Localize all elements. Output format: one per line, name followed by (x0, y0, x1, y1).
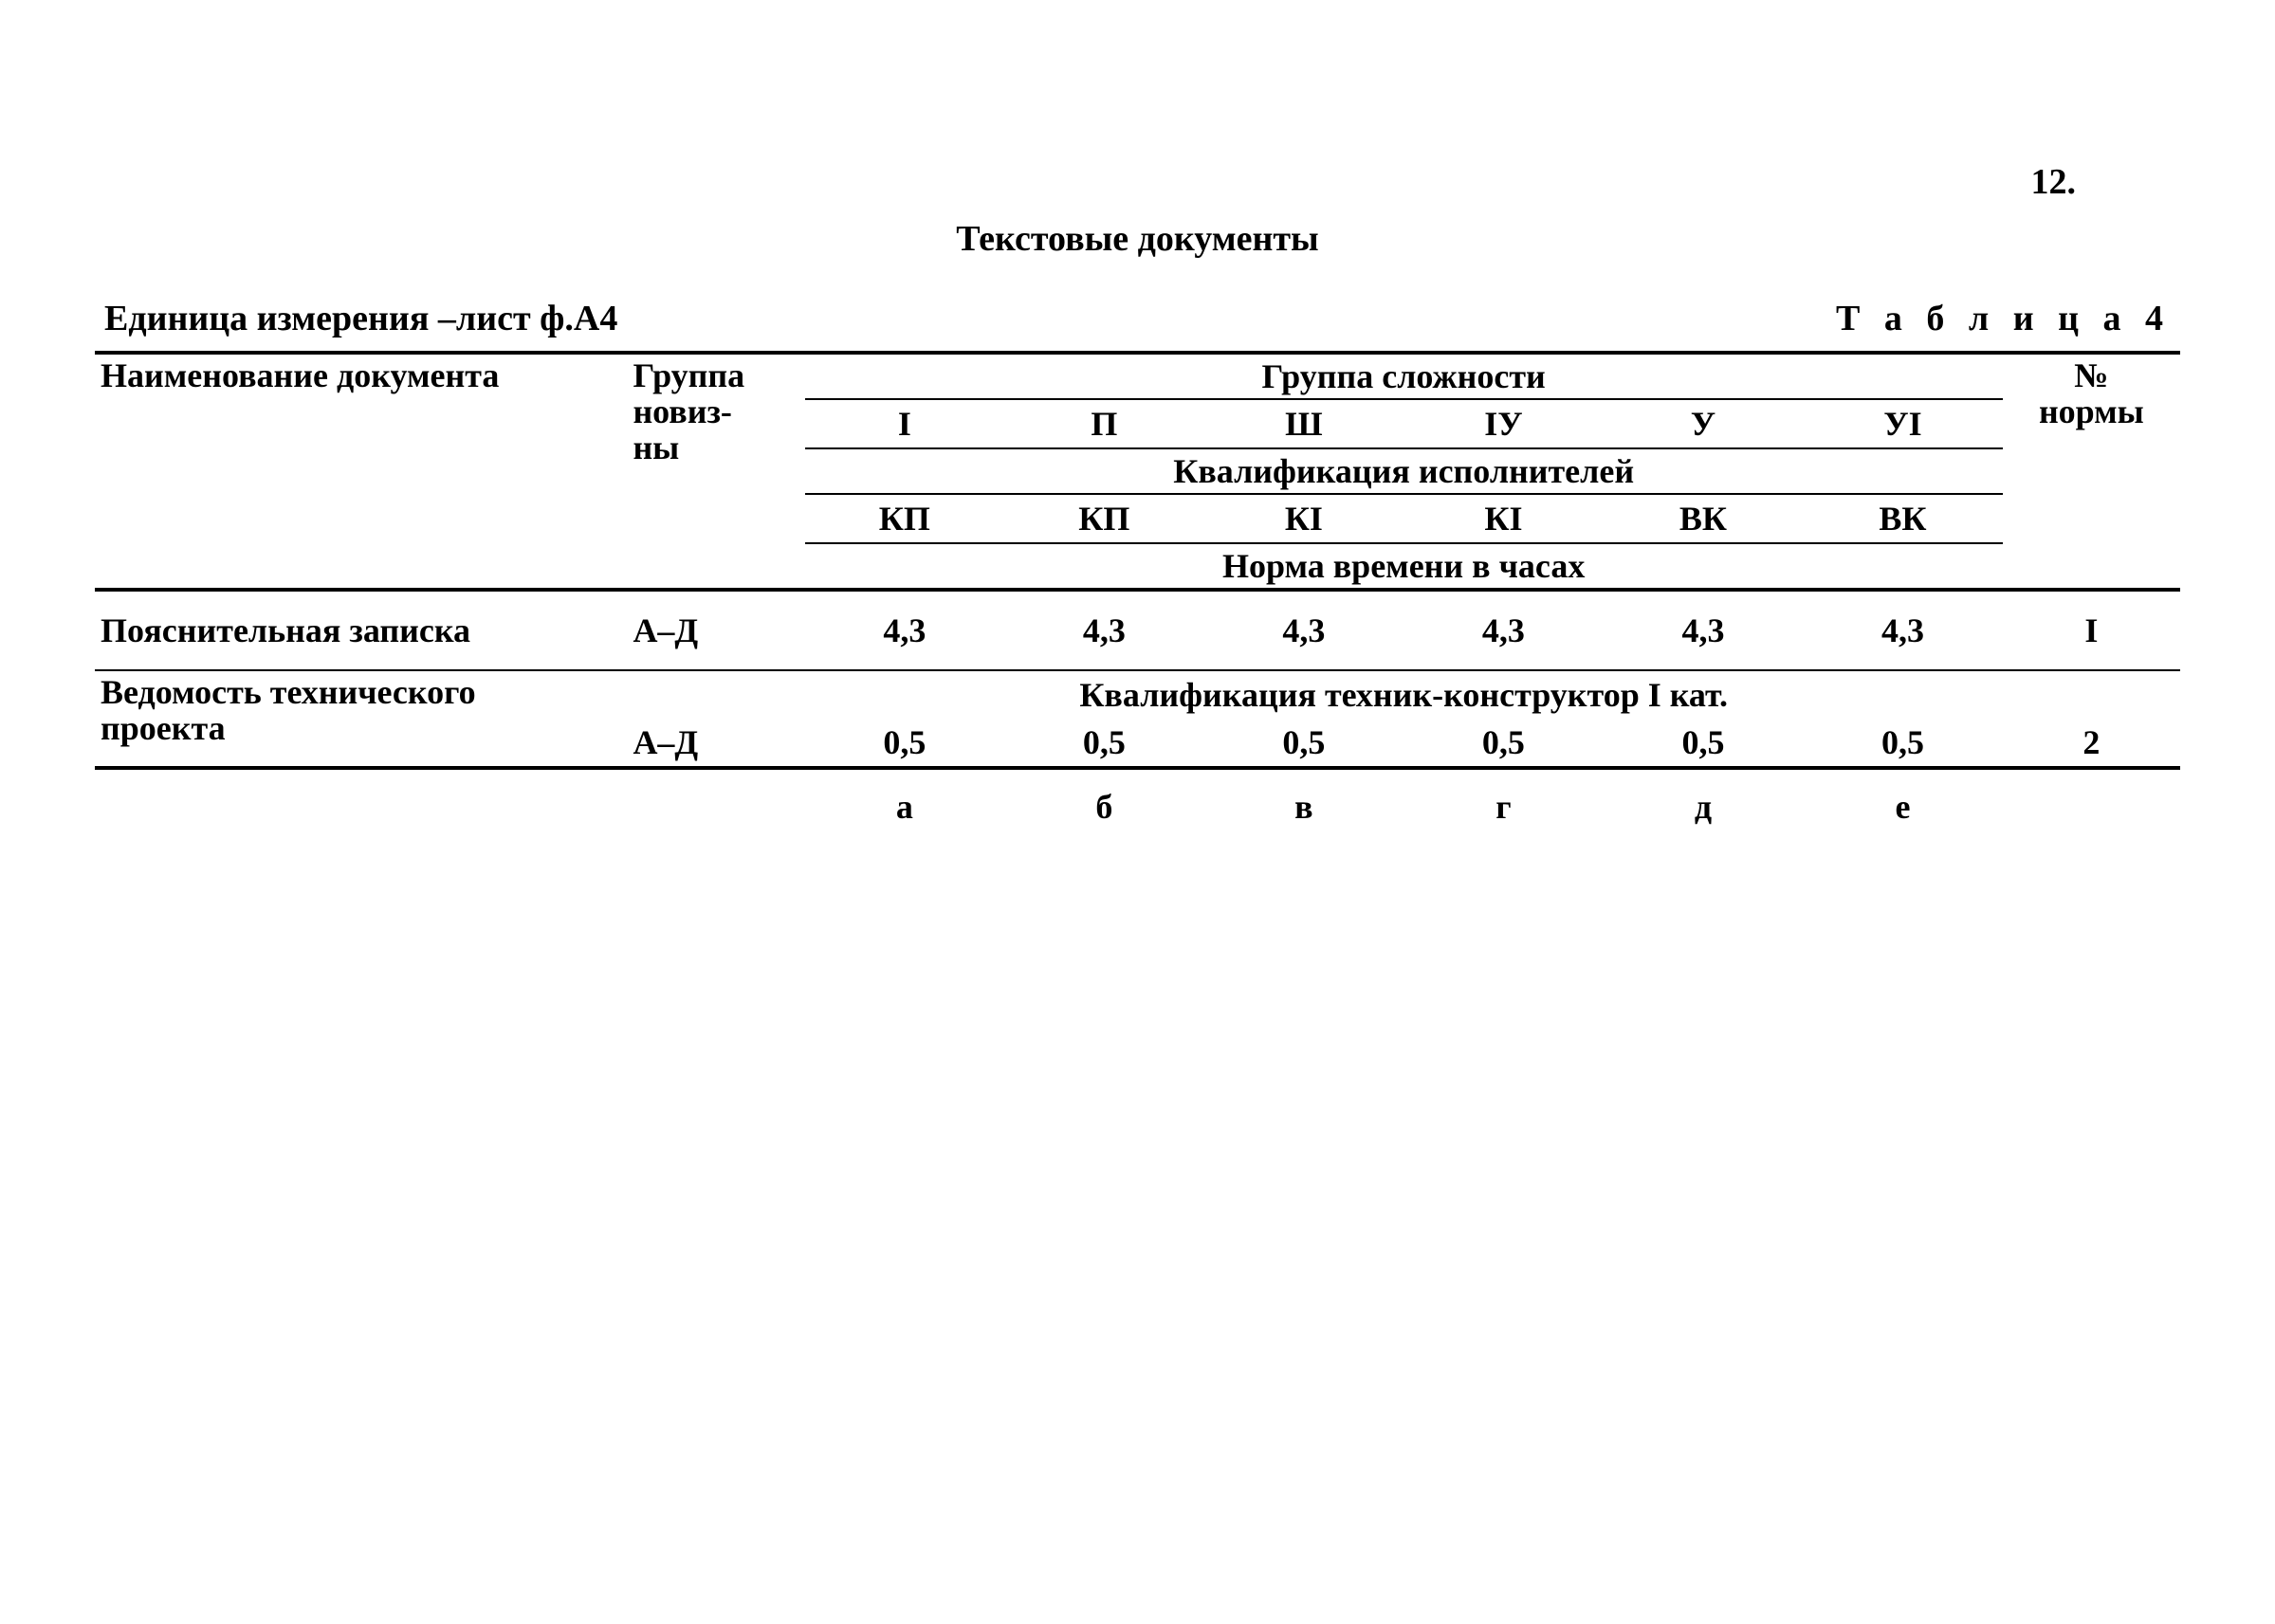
cell-value: 0,5 (805, 719, 1005, 768)
cell-group: А–Д (627, 719, 804, 768)
cell-value: 0,5 (1404, 719, 1604, 768)
qual-code-4: КI (1404, 494, 1604, 543)
cell-norm: I (2003, 592, 2180, 670)
cell-group: А–Д (627, 592, 804, 670)
col-roman-3: Ш (1204, 399, 1404, 448)
table-caption: Т а б л и ц а 4 (1836, 298, 2171, 339)
table-row: Ведомость технического проекта Квалифика… (95, 671, 2180, 719)
col-header-name: Наименование документа (95, 355, 627, 590)
spanner-qualification: Квалификация исполнителей (805, 448, 2003, 494)
qual-code-1: КП (805, 494, 1005, 543)
footer-letters-row: а б в г д е (95, 770, 2180, 830)
spanner-time-norm: Норма времени в часах (805, 543, 2003, 590)
cell-name: Пояснительная записка (95, 592, 627, 670)
table-row: Пояснительная записка А–Д 4,3 4,3 4,3 4,… (95, 592, 2180, 670)
qual-code-6: ВК (1803, 494, 2003, 543)
row-note: Квалификация техник-конструктор I кат. (805, 671, 2003, 719)
col-header-norm: № нормы (2003, 355, 2180, 590)
cell-value: 0,5 (1604, 719, 1804, 768)
col-roman-4: IУ (1404, 399, 1604, 448)
cell-norm: 2 (2003, 719, 2180, 768)
cell-value: 0,5 (1204, 719, 1404, 768)
main-table: Наименование документа Группа новиз- ны … (95, 351, 2180, 830)
footer-letter: б (1004, 770, 1204, 830)
qual-code-5: ВК (1604, 494, 1804, 543)
col-roman-5: У (1604, 399, 1804, 448)
col-roman-2: П (1004, 399, 1204, 448)
cell-value: 4,3 (1204, 592, 1404, 670)
cell-value: 4,3 (1004, 592, 1204, 670)
col-roman-1: I (805, 399, 1005, 448)
cell-value: 4,3 (805, 592, 1005, 670)
cell-value: 0,5 (1004, 719, 1204, 768)
footer-letter: е (1803, 770, 2003, 830)
col-roman-6: УI (1803, 399, 2003, 448)
footer-letter: в (1204, 770, 1404, 830)
cell-value: 4,3 (1404, 592, 1604, 670)
page-number: 12. (2031, 161, 2077, 203)
spanner-complexity: Группа сложности (805, 355, 2003, 399)
qual-code-2: КП (1004, 494, 1204, 543)
cell-name: Ведомость технического проекта (95, 671, 627, 768)
footer-letter: г (1404, 770, 1604, 830)
footer-letter: д (1604, 770, 1804, 830)
cell-value: 4,3 (1803, 592, 2003, 670)
footer-letter: а (805, 770, 1005, 830)
document-title: Текстовые документы (95, 218, 2180, 260)
cell-value: 4,3 (1604, 592, 1804, 670)
qual-code-3: КI (1204, 494, 1404, 543)
cell-value: 0,5 (1803, 719, 2003, 768)
unit-of-measure: Единица измерения –лист ф.А4 (104, 298, 617, 339)
col-header-group: Группа новиз- ны (627, 355, 804, 590)
